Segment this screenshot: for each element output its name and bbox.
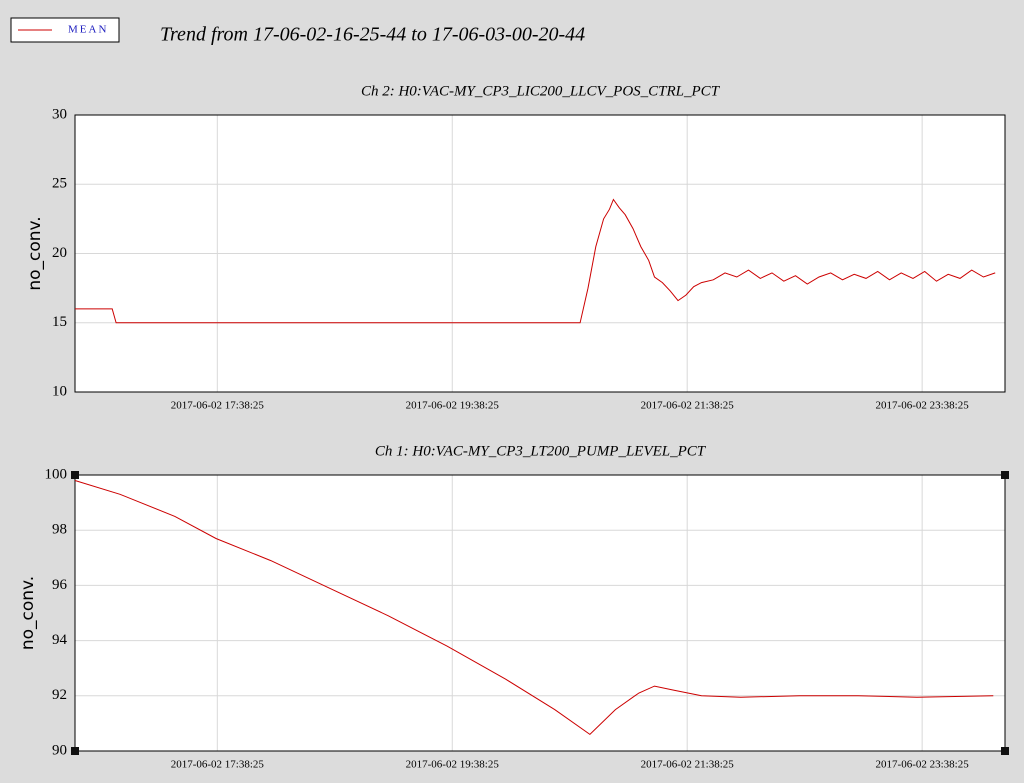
- x-tick-label: 2017-06-02 23:38:25: [876, 400, 970, 412]
- y-axis-label: no_conv.: [18, 576, 38, 650]
- x-tick-label: 2017-06-02 19:38:25: [406, 759, 500, 771]
- selection-handle: [71, 747, 79, 755]
- y-tick-label: 20: [52, 245, 67, 261]
- y-tick-label: 25: [52, 176, 67, 192]
- y-tick-label: 90: [52, 742, 67, 758]
- x-tick-label: 2017-06-02 21:38:25: [641, 400, 735, 412]
- plot-frame: [74, 474, 1006, 752]
- selection-handle: [1001, 747, 1009, 755]
- data-line: [74, 480, 994, 736]
- page-title: Trend from 17-06-02-16-25-44 to 17-06-03…: [160, 24, 585, 46]
- y-tick-label: 100: [45, 466, 68, 482]
- y-tick-label: 30: [52, 106, 67, 122]
- data-line: [75, 198, 996, 324]
- selection-handle: [1001, 471, 1009, 479]
- y-tick-label: 92: [52, 687, 67, 703]
- x-tick-label: 2017-06-02 23:38:25: [876, 759, 970, 771]
- x-tick-label: 2017-06-02 21:38:25: [641, 759, 735, 771]
- y-tick-label: 94: [52, 632, 68, 648]
- y-tick-label: 96: [52, 577, 68, 593]
- y-tick-label: 98: [52, 522, 67, 538]
- chart-title: Ch 1: H0:VAC-MY_CP3_LT200_PUMP_LEVEL_PCT: [375, 443, 707, 459]
- x-tick-label: 2017-06-02 19:38:25: [406, 400, 500, 412]
- plot-area: [75, 475, 1005, 751]
- chart-title: Ch 2: H0:VAC-MY_CP3_LIC200_LLCV_POS_CTRL…: [361, 83, 721, 99]
- y-tick-label: 15: [52, 314, 67, 330]
- selection-handle: [71, 471, 79, 479]
- x-tick-label: 2017-06-02 17:38:25: [171, 759, 265, 771]
- x-tick-label: 2017-06-02 17:38:25: [171, 400, 265, 412]
- legend-label: MEAN: [68, 24, 108, 36]
- y-axis-label: no_conv.: [25, 216, 45, 290]
- y-tick-label: 10: [52, 383, 67, 399]
- plot-frame: [74, 114, 1006, 393]
